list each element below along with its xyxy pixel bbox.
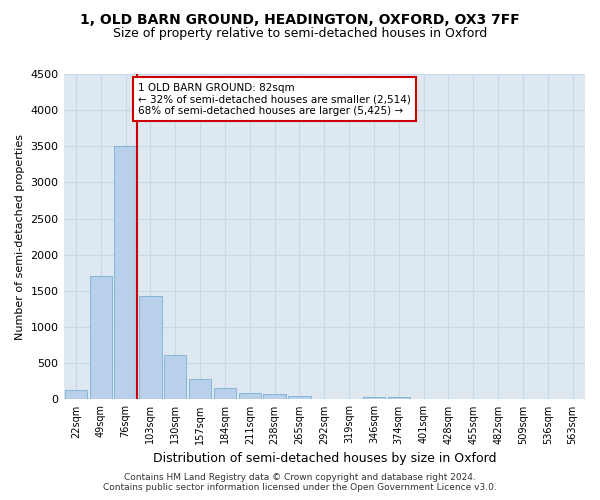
Text: Contains HM Land Registry data © Crown copyright and database right 2024.
Contai: Contains HM Land Registry data © Crown c… xyxy=(103,473,497,492)
Bar xyxy=(65,390,87,400)
Bar xyxy=(89,276,112,400)
Bar xyxy=(164,354,187,400)
Bar xyxy=(263,394,286,400)
Bar xyxy=(288,396,311,400)
Bar xyxy=(388,398,410,400)
Text: 1, OLD BARN GROUND, HEADINGTON, OXFORD, OX3 7FF: 1, OLD BARN GROUND, HEADINGTON, OXFORD, … xyxy=(80,12,520,26)
X-axis label: Distribution of semi-detached houses by size in Oxford: Distribution of semi-detached houses by … xyxy=(152,452,496,465)
Bar xyxy=(115,146,137,400)
Bar xyxy=(239,392,261,400)
Bar xyxy=(189,379,211,400)
Bar xyxy=(214,388,236,400)
Text: 1 OLD BARN GROUND: 82sqm
← 32% of semi-detached houses are smaller (2,514)
68% o: 1 OLD BARN GROUND: 82sqm ← 32% of semi-d… xyxy=(138,82,411,116)
Y-axis label: Number of semi-detached properties: Number of semi-detached properties xyxy=(15,134,25,340)
Bar xyxy=(363,396,385,400)
Bar xyxy=(139,296,161,400)
Text: Size of property relative to semi-detached houses in Oxford: Size of property relative to semi-detach… xyxy=(113,28,487,40)
